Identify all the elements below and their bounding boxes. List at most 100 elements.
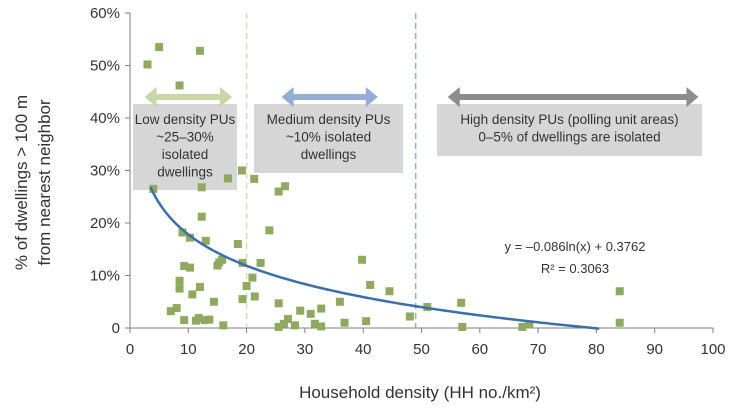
data-point bbox=[188, 290, 197, 299]
data-point bbox=[310, 319, 319, 328]
band-label-line: dwellings bbox=[301, 147, 357, 162]
data-point bbox=[175, 276, 184, 285]
x-tick-label: 30 bbox=[297, 341, 314, 358]
x-tick-label: 100 bbox=[700, 341, 725, 358]
data-point bbox=[175, 284, 184, 293]
data-point bbox=[201, 236, 210, 245]
band-label-line: isolated bbox=[162, 147, 209, 162]
annotation-boxes bbox=[133, 104, 702, 190]
data-point bbox=[317, 322, 326, 331]
band-label-line: High density PUs (polling unit areas) bbox=[460, 112, 678, 127]
band-arrow-3 bbox=[447, 87, 699, 107]
data-point bbox=[283, 315, 292, 324]
x-tick-label: 80 bbox=[588, 341, 605, 358]
data-point bbox=[248, 273, 257, 282]
x-axis-title: Household density (HH no./km²) bbox=[299, 383, 541, 402]
y-tick-label: 0 bbox=[112, 320, 120, 337]
data-point bbox=[238, 295, 247, 304]
y-tick-label: 40% bbox=[90, 110, 120, 127]
x-tick-label: 10 bbox=[180, 341, 197, 358]
y-axis-title: % of dwellings > 100 m from nearest neigh… bbox=[12, 95, 54, 270]
annotation-box-3 bbox=[437, 104, 702, 156]
y-tick-label: 30% bbox=[90, 163, 120, 180]
x-tick-label: 60 bbox=[471, 341, 488, 358]
arrow-head-right bbox=[686, 87, 699, 107]
data-point bbox=[197, 183, 206, 192]
data-points bbox=[143, 43, 624, 331]
data-point bbox=[274, 299, 283, 308]
divider-lines bbox=[245, 13, 417, 328]
data-point bbox=[290, 321, 299, 330]
x-tick-label: 50 bbox=[413, 341, 430, 358]
trendline bbox=[149, 186, 600, 330]
data-point bbox=[180, 262, 189, 271]
data-point bbox=[256, 258, 265, 267]
data-point bbox=[186, 233, 195, 242]
trend-equation: y = –0.086ln(x) + 0.3762 bbox=[505, 239, 646, 254]
y-axis-title-line: % of dwellings > 100 m bbox=[12, 95, 31, 270]
data-point bbox=[457, 298, 466, 307]
y-tick-label: 20% bbox=[90, 215, 120, 232]
band-arrow-1 bbox=[144, 87, 233, 107]
data-point bbox=[200, 316, 209, 325]
data-point bbox=[306, 309, 315, 318]
data-point bbox=[191, 316, 200, 325]
data-point bbox=[458, 322, 467, 331]
band-label-line: Medium density PUs bbox=[267, 112, 391, 127]
data-point bbox=[385, 287, 394, 296]
data-point bbox=[366, 280, 375, 289]
data-point bbox=[155, 43, 164, 52]
data-point bbox=[197, 212, 206, 221]
y-tick-label: 60% bbox=[90, 5, 120, 22]
data-point bbox=[237, 166, 246, 175]
band-label-line: dwellings bbox=[157, 165, 213, 180]
data-point bbox=[178, 228, 187, 237]
data-point bbox=[250, 292, 259, 301]
data-point bbox=[209, 297, 218, 306]
data-point bbox=[615, 318, 624, 327]
band-label-line: ~10% isolated bbox=[286, 130, 371, 145]
band-label-line: 0–5% of dwellings are isolated bbox=[478, 130, 660, 145]
x-tick-label: 70 bbox=[530, 341, 547, 358]
y-tick-label: 50% bbox=[90, 58, 120, 75]
arrow-head-left bbox=[447, 87, 460, 107]
arrow-head-right bbox=[365, 87, 378, 107]
data-point bbox=[274, 187, 283, 196]
band-labels: Low density PUs ~25–30% isolated dwellings M… bbox=[135, 112, 679, 180]
x-tick-label: 40 bbox=[355, 341, 372, 358]
arrow-head-left bbox=[144, 87, 157, 107]
data-point bbox=[180, 316, 189, 325]
data-point bbox=[281, 182, 290, 191]
band-arrow-2 bbox=[281, 87, 378, 107]
data-point bbox=[525, 320, 534, 329]
y-axis-title-line: from nearest neighbor bbox=[35, 99, 54, 266]
data-point bbox=[205, 315, 214, 324]
data-point bbox=[166, 307, 175, 316]
data-point bbox=[279, 319, 288, 328]
data-point bbox=[186, 263, 195, 272]
data-point bbox=[175, 81, 184, 90]
data-point bbox=[143, 60, 152, 69]
band-label-line: ~25–30% bbox=[156, 130, 213, 145]
data-point bbox=[149, 184, 158, 193]
data-point bbox=[233, 240, 242, 248]
x-tick-label: 0 bbox=[126, 341, 134, 358]
data-point bbox=[358, 255, 367, 264]
data-point bbox=[265, 226, 274, 235]
data-point bbox=[250, 174, 259, 183]
annotation-box-1 bbox=[133, 104, 237, 190]
data-point bbox=[362, 317, 371, 326]
data-point bbox=[274, 322, 283, 331]
band-label-line: Low density PUs bbox=[135, 112, 236, 127]
y-tick-label: 10% bbox=[90, 268, 120, 285]
data-point bbox=[172, 304, 181, 313]
arrow-head-right bbox=[220, 87, 233, 107]
data-point bbox=[223, 174, 232, 183]
data-point bbox=[518, 322, 527, 331]
data-point bbox=[335, 297, 344, 306]
data-point bbox=[195, 46, 204, 55]
x-tick-label: 90 bbox=[646, 341, 663, 358]
data-point bbox=[405, 312, 414, 321]
band-arrows bbox=[144, 87, 699, 107]
